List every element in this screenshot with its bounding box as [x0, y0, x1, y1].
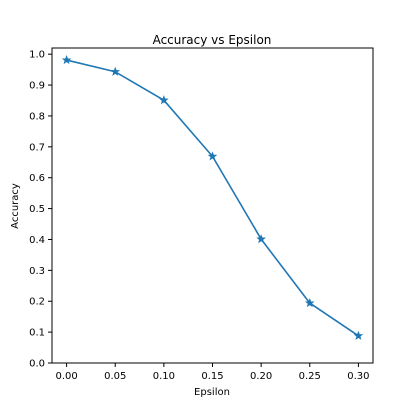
x-tick-label: 0.05	[104, 371, 126, 382]
y-tick-label: 0.0	[29, 359, 45, 370]
data-point-star-marker	[353, 330, 364, 340]
y-tick-label: 0.4	[29, 235, 45, 246]
plot-frame	[51, 47, 374, 364]
data-point-star-marker	[110, 66, 121, 76]
ticks-layer: 0.00 0.05 0.10 0.15 0.20 0.25 0.30 0.0 0.1 0.2 0.3…	[29, 50, 369, 382]
data-point-star-marker	[159, 95, 169, 105]
data-point-star-marker	[256, 234, 266, 244]
y-tick-label: 0.2	[29, 297, 45, 308]
data-point-star-marker	[304, 298, 315, 308]
x-tick-label: 0.15	[201, 371, 223, 382]
series-layer	[61, 54, 364, 340]
data-point-star-marker	[207, 151, 218, 161]
data-point-star-marker	[61, 54, 72, 65]
y-tick-label: 1.0	[29, 50, 45, 61]
y-tick-label: 0.9	[29, 81, 45, 92]
y-tick-label: 0.1	[29, 328, 45, 339]
chart-title: Accuracy vs Epsilon	[153, 33, 272, 47]
x-axis-title: Epsilon	[194, 387, 230, 398]
y-axis-title: Accuracy	[10, 183, 21, 229]
x-tick-label: 0.30	[347, 371, 369, 382]
y-tick-label: 0.7	[29, 142, 45, 153]
x-tick-label: 0.20	[250, 371, 272, 382]
y-tick-label: 0.3	[29, 266, 45, 277]
x-tick-label: 0.25	[299, 371, 321, 382]
y-tick-label: 0.6	[29, 173, 45, 184]
y-tick-label: 0.8	[29, 111, 45, 122]
x-tick-label: 0.10	[153, 371, 175, 382]
x-tick-label: 0.00	[55, 371, 77, 382]
y-tick-label: 0.5	[29, 204, 45, 215]
